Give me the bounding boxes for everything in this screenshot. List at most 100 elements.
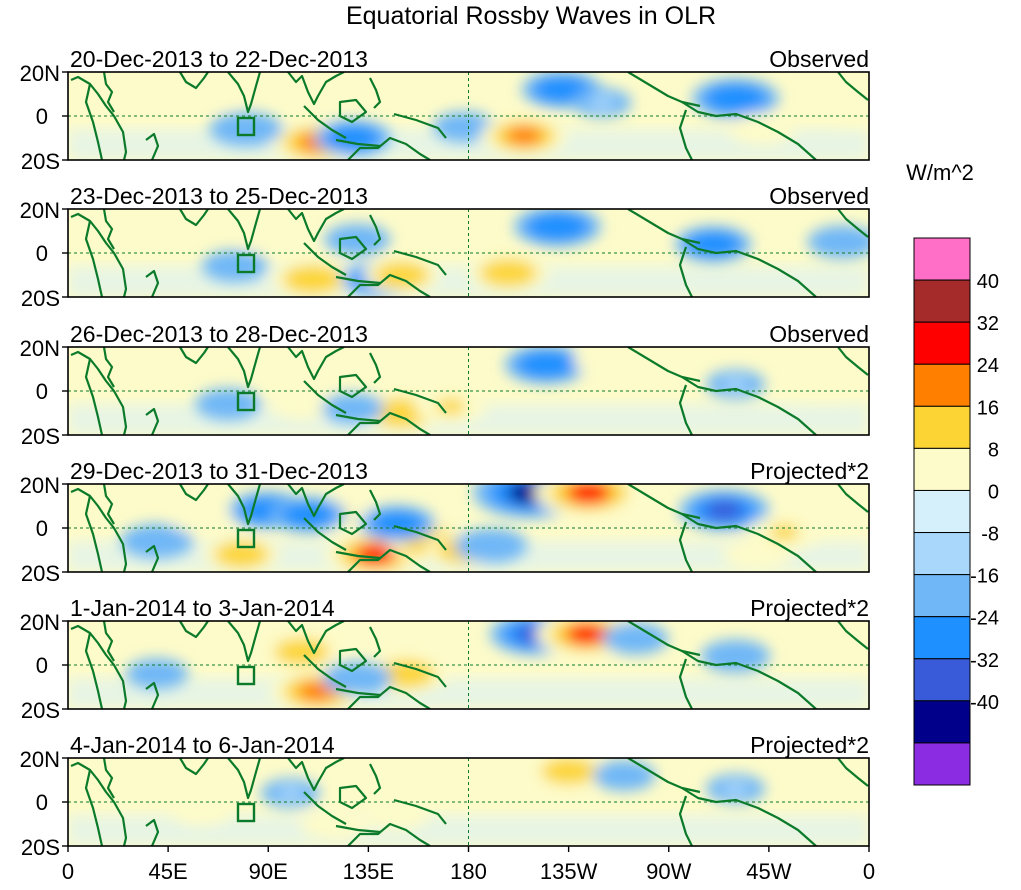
colorbar-swatch — [913, 532, 971, 576]
panel-label: Observed — [769, 321, 869, 347]
colorbar-swatch — [913, 742, 971, 786]
anomaly-core — [721, 648, 750, 664]
panel-label: Observed — [769, 183, 869, 209]
panel-date: 23-Dec-2013 to 25-Dec-2013 — [70, 183, 368, 209]
region-box — [236, 665, 256, 686]
anomaly-core — [769, 524, 800, 541]
lon-label: 90W — [646, 859, 691, 884]
colorbar-swatch — [913, 658, 971, 702]
anomaly-core — [593, 352, 620, 368]
region-box — [236, 528, 256, 549]
anomaly-core — [539, 217, 576, 236]
anomaly-core — [298, 681, 337, 702]
colorbar-swatch — [913, 700, 971, 744]
anomaly-core — [295, 270, 330, 289]
anomaly-core — [188, 512, 215, 527]
anomaly-core — [144, 666, 170, 681]
anomaly-core — [214, 396, 242, 412]
colorbar-swatch — [913, 489, 971, 534]
lat-label-south: 20S — [21, 424, 60, 449]
region-box — [236, 802, 256, 823]
lat-label-equator: 0 — [36, 653, 48, 678]
colorbar-swatch — [913, 321, 971, 365]
anomaly-core — [811, 372, 838, 388]
colorbar-tick-label: 8 — [988, 439, 999, 461]
panel-label: Projected*2 — [750, 732, 869, 758]
anomaly-core — [828, 234, 857, 250]
anomaly-core — [286, 643, 318, 661]
anomaly-core — [723, 377, 748, 392]
map-panel: 20N 0 20S 26-Dec-2013 to 28-Dec-2013 Observe… — [20, 321, 870, 449]
colorbar-tick-label: -16 — [970, 566, 999, 588]
lat-label-south: 20S — [21, 561, 60, 586]
panel-label: Observed — [769, 46, 869, 72]
colorbar-tick-label: 0 — [988, 481, 999, 503]
colorbar-swatch — [913, 447, 971, 491]
anomaly-core — [386, 266, 418, 284]
colorbar-swatch — [913, 616, 971, 660]
anomaly-core — [566, 484, 611, 504]
anomaly-core — [189, 803, 214, 818]
colorbar-units: W/m^2 — [906, 160, 974, 185]
anomaly-blobs — [201, 209, 869, 297]
anomaly-field — [68, 209, 869, 297]
colorbar-tick-label: 24 — [977, 355, 999, 377]
lat-label-south: 20S — [21, 286, 60, 311]
lat-label-equator: 0 — [36, 516, 48, 541]
lat-label-equator: 0 — [36, 379, 48, 404]
anomaly-core — [451, 119, 477, 135]
chart-title: Equatorial Rossby Waves in OLR — [346, 2, 716, 30]
colorbar-swatch — [913, 279, 971, 323]
anomaly-blobs — [125, 621, 771, 709]
colorbar-tick-label: -8 — [981, 524, 999, 546]
anomaly-core — [384, 404, 419, 422]
colorbar-swatch — [913, 405, 971, 449]
lat-label-north: 20N — [20, 473, 60, 498]
lat-label-north: 20N — [20, 61, 60, 86]
lon-label: 180 — [450, 859, 487, 884]
anomaly-core — [717, 89, 754, 108]
anomaly-blobs — [195, 347, 856, 433]
anomaly-core — [255, 228, 281, 243]
lat-label-south: 20S — [21, 698, 60, 723]
anomaly-core — [193, 86, 219, 102]
anomaly-core — [340, 401, 366, 416]
colorbar-tick-label: 40 — [977, 271, 999, 293]
plot-root: Equatorial Rossby Waves in OLR 20N 0 20S 20-… — [20, 2, 999, 884]
anomaly-field — [68, 484, 869, 572]
anomaly-core — [226, 546, 258, 563]
colorbar-tick-label: 32 — [977, 313, 999, 335]
lon-label: 45W — [746, 859, 791, 884]
panel-date: 4-Jan-2014 to 6-Jan-2014 — [70, 732, 335, 758]
region-box — [236, 116, 256, 137]
anomaly-core — [748, 121, 776, 137]
lat-label-north: 20N — [20, 336, 60, 361]
lat-label-north: 20N — [20, 198, 60, 223]
anomaly-core — [545, 80, 579, 99]
lat-label-north: 20N — [20, 747, 60, 772]
lon-label: 135E — [343, 859, 394, 884]
anomaly-core — [529, 355, 564, 374]
region-box — [236, 253, 256, 274]
lon-label: 45E — [149, 859, 188, 884]
anomaly-core — [723, 781, 748, 796]
anomaly-core — [292, 506, 324, 524]
anomaly-core — [389, 665, 423, 683]
lon-label: 135W — [540, 859, 598, 884]
anomaly-core — [221, 258, 249, 274]
anomaly-core — [492, 264, 525, 282]
anomaly-core — [278, 786, 303, 801]
map-panel: 20N 0 20S 20-Dec-2013 to 22-Dec-2013 Observe… — [20, 46, 870, 174]
anomaly-core — [705, 500, 743, 521]
lon-label: 90E — [249, 859, 288, 884]
map-panel: 20N 0 20S 29-Dec-2013 to 31-Dec-2013 Project… — [20, 458, 870, 586]
panel-label: Projected*2 — [750, 458, 869, 484]
panel-date: 20-Dec-2013 to 22-Dec-2013 — [70, 46, 368, 72]
lat-label-north: 20N — [20, 610, 60, 635]
panel-date: 29-Dec-2013 to 31-Dec-2013 — [70, 458, 368, 484]
lat-label-south: 20S — [21, 149, 60, 174]
anomaly-core — [843, 99, 869, 115]
anomaly-core — [288, 396, 316, 412]
anomaly-core — [743, 546, 772, 563]
